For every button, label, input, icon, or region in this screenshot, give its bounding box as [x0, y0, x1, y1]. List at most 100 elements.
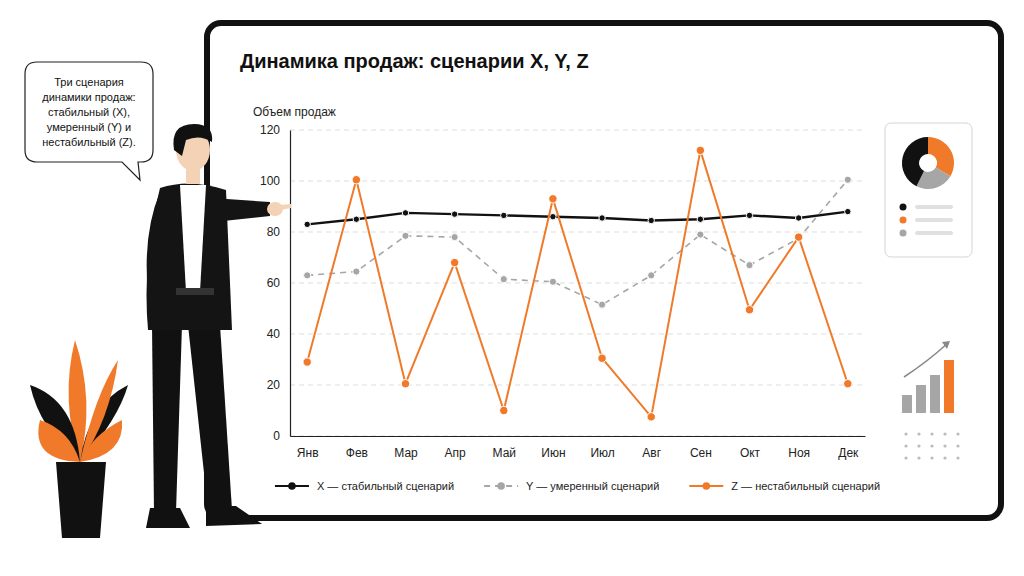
series-point: [501, 212, 507, 218]
legend: X — стабильный сценарий Y — умеренный сце…: [275, 480, 880, 492]
annotation-line: Три сценария: [54, 76, 124, 88]
legend-item: Y — умеренный сценарий: [484, 480, 659, 492]
deco-dot: [917, 432, 920, 435]
series-point: [303, 358, 311, 366]
deco-dot: [917, 456, 920, 459]
series-point: [304, 221, 310, 227]
x-tick-label: Окт: [740, 446, 761, 460]
series-point: [599, 215, 605, 221]
plot-area: [303, 146, 852, 421]
icon-bar: [915, 218, 953, 222]
deco-dot: [956, 444, 959, 447]
board: [207, 23, 1001, 518]
deco-dot: [930, 432, 933, 435]
icon-dot: [900, 204, 907, 211]
grid-line: [290, 181, 865, 182]
series-point: [450, 258, 458, 266]
plant: [30, 340, 128, 538]
x-tick: Мар: [394, 436, 418, 460]
series-point: [598, 301, 605, 308]
legend-item: X — стабильный сценарий: [275, 480, 454, 492]
series-point: [844, 380, 852, 388]
y-axis-line: [290, 131, 291, 437]
icon-dot: [900, 230, 907, 237]
belt: [176, 288, 214, 295]
icon-wedge: [902, 137, 928, 186]
series-point: [401, 380, 409, 388]
x-tick: Янв: [297, 436, 319, 460]
finger: [280, 204, 291, 210]
leaf: [38, 420, 80, 462]
x-tick-label: Июн: [541, 446, 565, 460]
series-point: [697, 216, 703, 222]
legend-marker: [703, 482, 711, 490]
x-tick: Авг: [642, 436, 661, 460]
x-tick: Дек: [838, 436, 859, 460]
icon-arrowhead: [942, 341, 950, 349]
deco-dot: [943, 456, 946, 459]
annotation-line: стабильный (X),: [48, 106, 130, 118]
x-tick-label: Мар: [394, 446, 418, 460]
card: [885, 123, 972, 257]
shoe: [206, 506, 262, 526]
x-tick: Июл: [590, 436, 614, 460]
pie-card-icon: [885, 123, 972, 257]
y-tick: 20: [267, 378, 290, 392]
icon-dot: [900, 217, 907, 224]
icon-bar: [915, 231, 953, 235]
deco-dot: [943, 432, 946, 435]
deco-dot: [943, 444, 946, 447]
y-axis-title: Объем продаж: [253, 105, 336, 119]
x-tick: Ноя: [788, 436, 810, 460]
x-tick-label: Июл: [590, 446, 614, 460]
series-point: [451, 234, 458, 241]
y-tick-label: 100: [260, 174, 280, 188]
icon-column: [902, 395, 912, 413]
series-point: [648, 272, 655, 279]
series-point: [353, 268, 360, 275]
deco-dot: [904, 432, 907, 435]
x-tick-label: Дек: [838, 446, 859, 460]
series-point: [794, 233, 802, 241]
y-tick: 0: [273, 429, 290, 443]
x-tick: Июн: [541, 436, 565, 460]
y-tick: 60: [267, 276, 290, 290]
icon-wedge: [928, 137, 954, 176]
icon-bar: [915, 205, 953, 209]
x-tick: Апр: [445, 436, 467, 460]
grid: [290, 130, 865, 436]
x-tick: Сен: [690, 436, 712, 460]
y-tick: 40: [267, 327, 290, 341]
bubble-shape: [25, 62, 153, 180]
series-point: [746, 262, 753, 269]
series-point: [745, 306, 753, 314]
bar-icon: [902, 341, 954, 413]
presenter: [146, 124, 291, 528]
x-tick: Фев: [346, 436, 368, 460]
arm: [212, 198, 270, 222]
series-point: [500, 276, 507, 283]
x-tick-label: Сен: [690, 446, 712, 460]
legend-label: X — стабильный сценарий: [317, 480, 454, 492]
icon-column: [916, 385, 926, 413]
x-tick-label: Апр: [445, 446, 467, 460]
deco-dot: [956, 432, 959, 435]
series-point: [402, 210, 408, 216]
arm: [147, 192, 176, 312]
deco-dot: [930, 456, 933, 459]
y-tick-label: 40: [267, 327, 281, 341]
series-point: [697, 231, 704, 238]
deco-dot: [917, 444, 920, 447]
legend-label: Y — умеренный сценарий: [526, 480, 659, 492]
leg: [152, 325, 182, 512]
y-tick-label: 20: [267, 378, 281, 392]
series-point: [845, 208, 851, 214]
y-tick-label: 0: [273, 429, 280, 443]
series-point: [795, 215, 801, 221]
x-tick-label: Ноя: [788, 446, 810, 460]
grid-line: [290, 385, 865, 386]
series-point: [451, 211, 457, 217]
deco-dot: [904, 456, 907, 459]
series-point: [549, 278, 556, 285]
legend-marker: [288, 482, 296, 490]
